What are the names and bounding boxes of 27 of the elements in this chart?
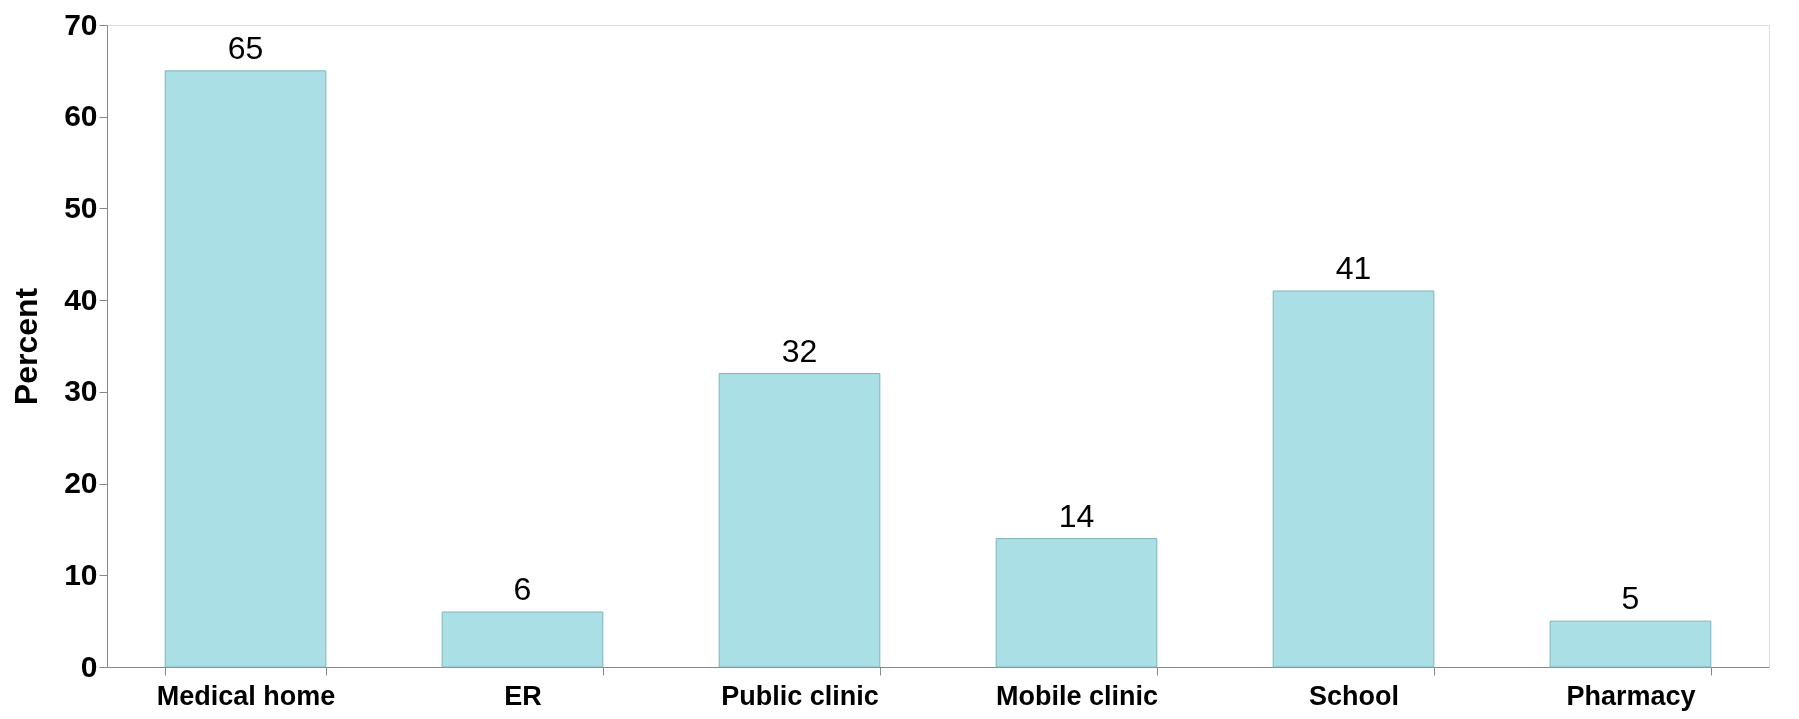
- bar: [1272, 290, 1435, 668]
- bar: [164, 70, 327, 668]
- data-label: 65: [227, 29, 264, 66]
- bar: [1549, 620, 1712, 668]
- data-label: 41: [1335, 249, 1372, 286]
- y-tick-label: 10: [64, 557, 98, 591]
- y-tick-label: 50: [64, 190, 98, 224]
- y-axis-title: Percent: [8, 287, 45, 406]
- bar: [718, 373, 881, 668]
- x-tick-label: ER: [504, 680, 542, 711]
- data-label: 32: [781, 332, 818, 369]
- bar: [441, 611, 604, 668]
- y-tick-label: 70: [64, 7, 98, 41]
- data-label: 6: [513, 570, 532, 607]
- y-tick-label: 30: [64, 374, 98, 408]
- y-tick-label: 0: [80, 649, 98, 683]
- x-tick-label: Mobile clinic: [995, 680, 1159, 711]
- x-tick-label: Public clinic: [721, 680, 879, 711]
- y-tick-label: 20: [64, 466, 98, 500]
- y-tick-label: 40: [64, 282, 98, 316]
- data-label: 14: [1058, 497, 1095, 534]
- x-tick-label: School: [1308, 680, 1400, 711]
- x-tick-label: Pharmacy: [1566, 680, 1696, 711]
- data-label: 5: [1621, 580, 1640, 617]
- y-tick-label: 60: [64, 99, 98, 133]
- bar: [995, 538, 1158, 668]
- x-tick-label: Medical home: [156, 680, 336, 711]
